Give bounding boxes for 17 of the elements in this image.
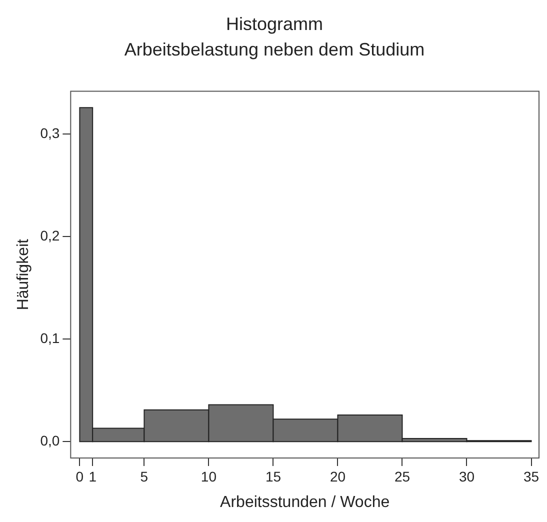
x-tick-label: 1: [88, 468, 97, 484]
x-tick-label: 35: [523, 468, 540, 484]
y-tick-label: 0,0: [40, 432, 60, 448]
y-tick-label: 0,1: [40, 330, 60, 346]
x-tick-label: 20: [330, 468, 346, 484]
x-tick-label: 25: [394, 468, 410, 484]
x-tick-label: 5: [140, 468, 148, 484]
x-tick-label: 15: [265, 468, 282, 484]
chart-subtitle: Arbeitsbelastung neben dem Studium: [124, 39, 425, 60]
x-tick-label: 10: [200, 468, 217, 484]
y-axis-title: Häufigkeit: [15, 238, 32, 310]
chart-title: Histogramm: [226, 14, 324, 34]
x-tick-label: 0: [76, 468, 84, 484]
y-tick-label: 0,2: [40, 228, 60, 244]
x-axis-title: Arbeitsstunden / Woche: [220, 494, 390, 511]
x-tick-label: 30: [458, 468, 475, 484]
y-tick-label: 0,3: [40, 125, 60, 142]
